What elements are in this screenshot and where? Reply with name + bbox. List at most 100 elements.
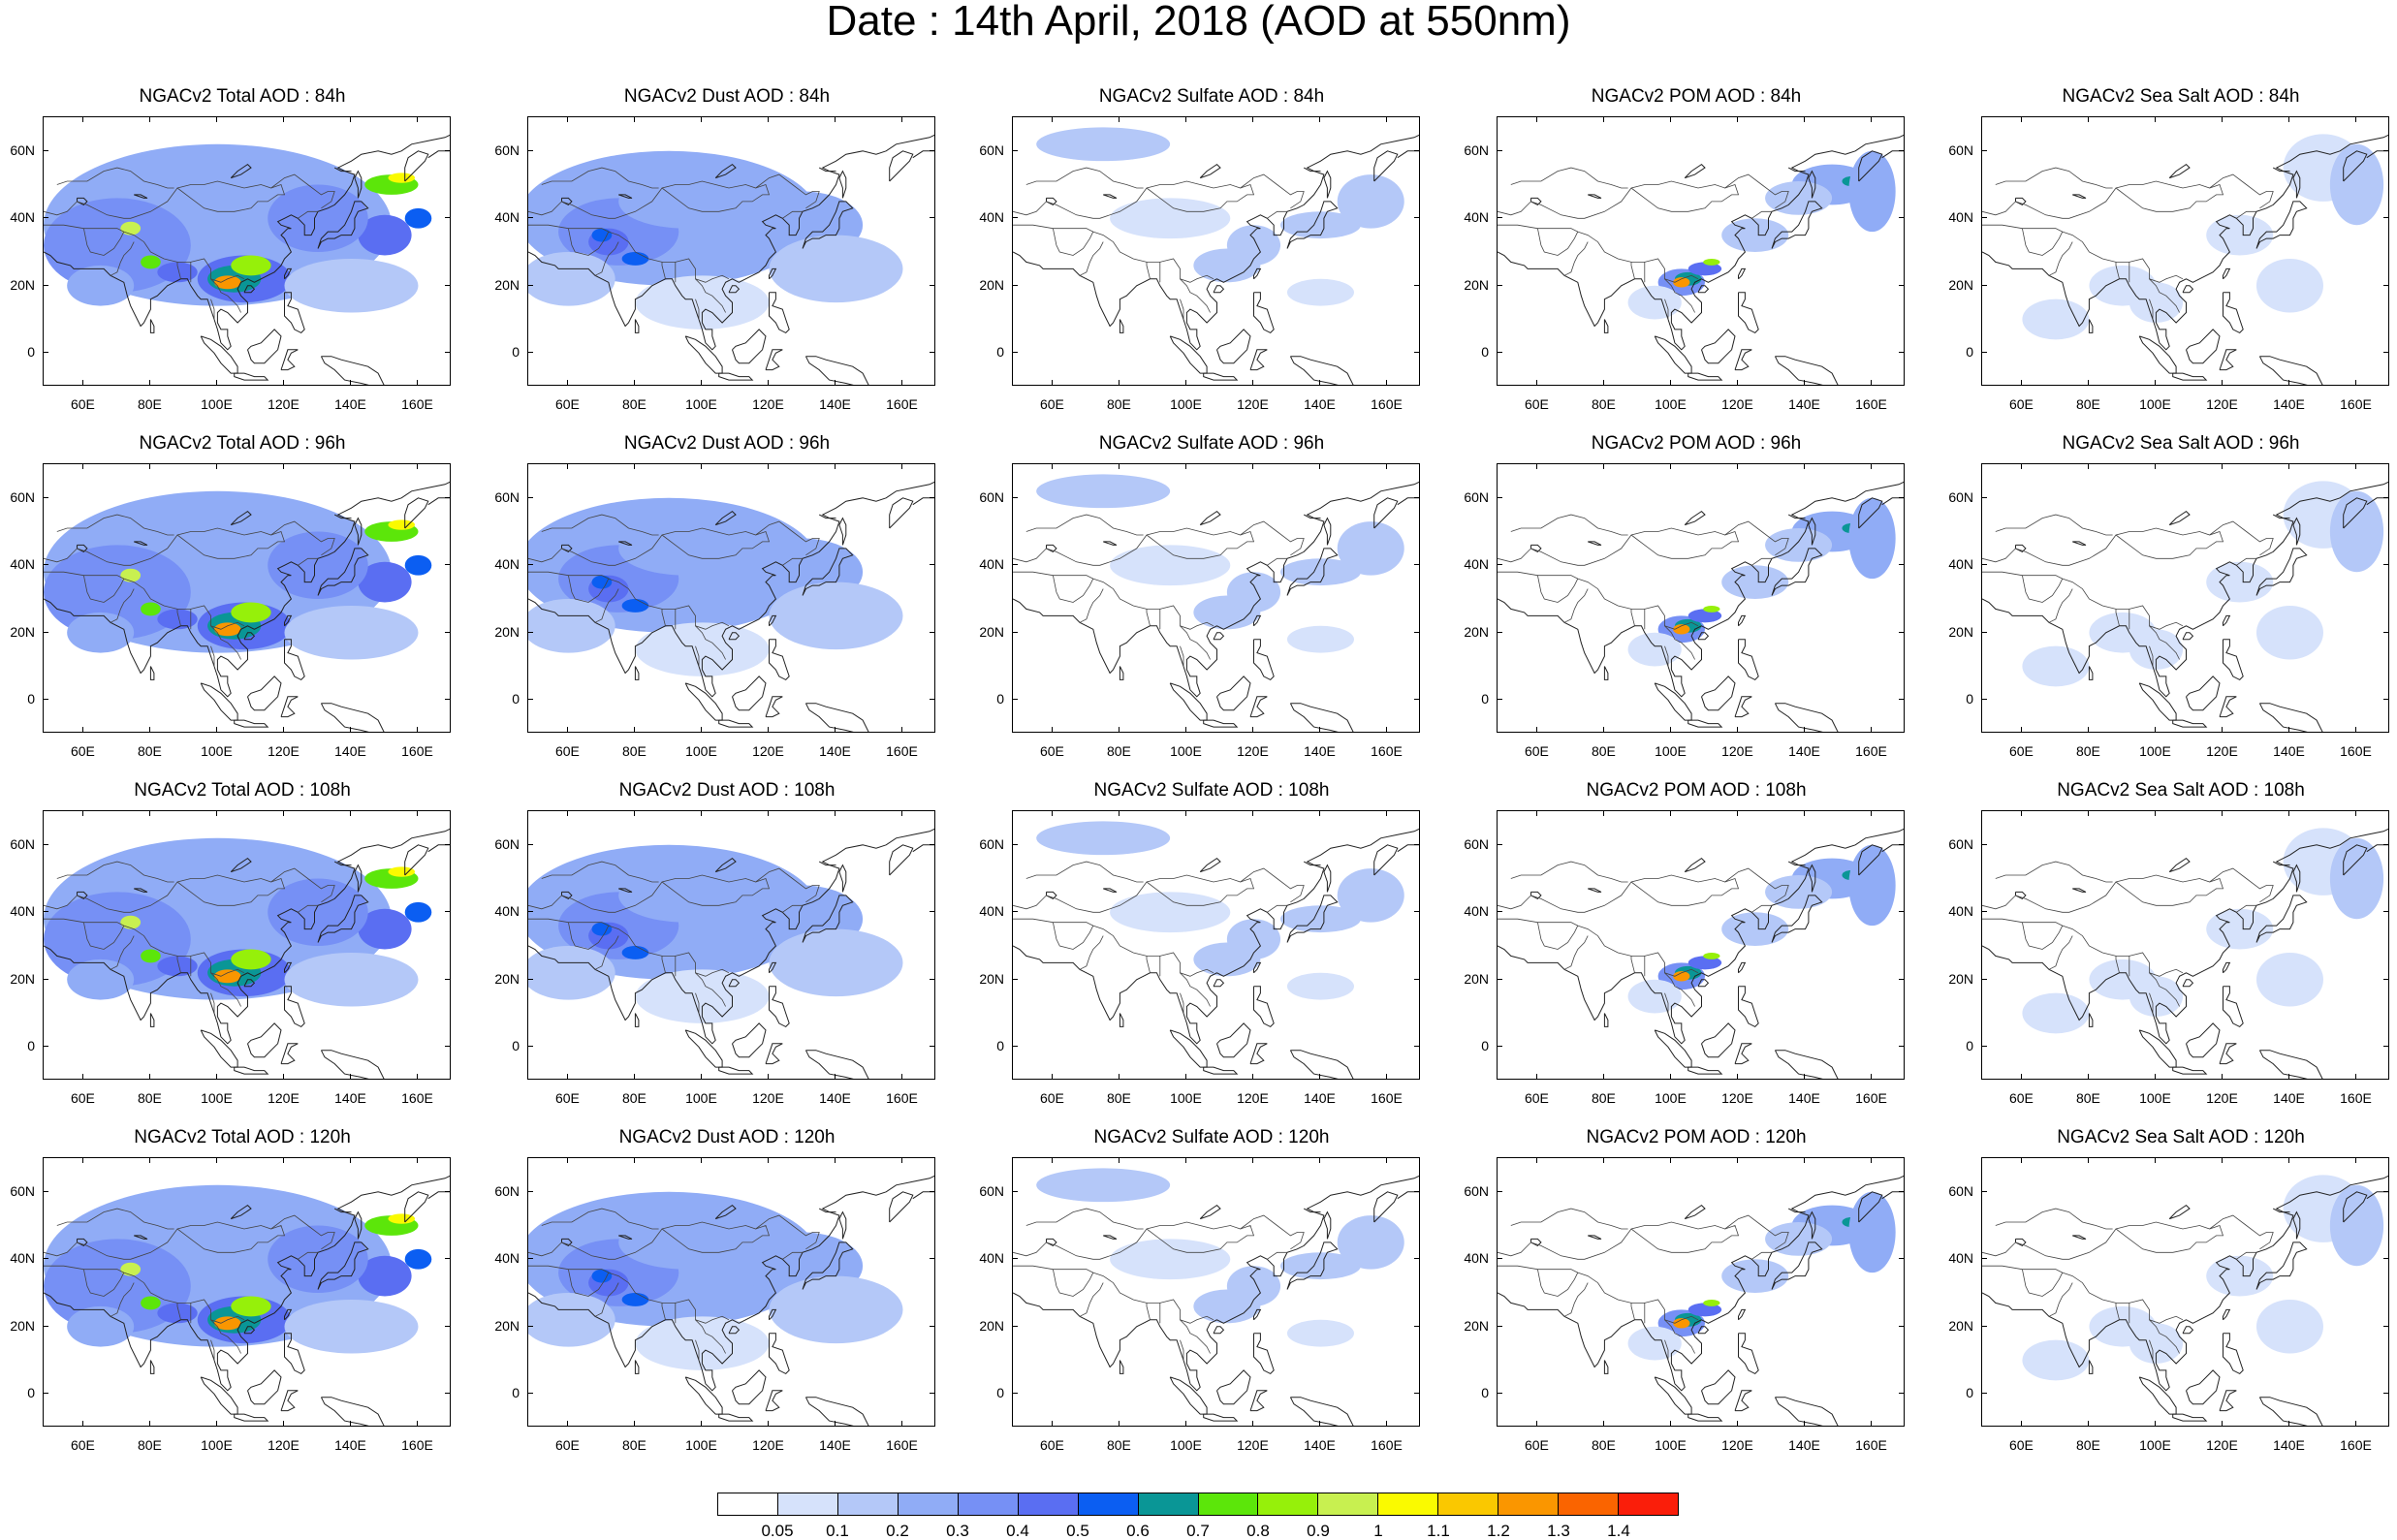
coastline	[1498, 134, 1904, 351]
coastline	[1734, 696, 1752, 718]
coastline	[765, 1043, 783, 1065]
x-tick	[2288, 1074, 2290, 1080]
country-border	[2149, 278, 2180, 313]
x-tick	[701, 1157, 703, 1163]
x-tick-label: 80E	[1591, 396, 1616, 412]
colorbar-swatch	[1018, 1493, 1079, 1515]
map-frame	[527, 1157, 935, 1427]
aod-field-map	[44, 134, 450, 385]
country-border	[83, 922, 125, 950]
coastline	[769, 1333, 790, 1375]
x-tick	[768, 380, 770, 386]
coastline	[769, 961, 777, 974]
coastline	[2292, 1210, 2301, 1240]
x-tick	[82, 1157, 84, 1163]
x-tick-label: 60E	[554, 1090, 580, 1106]
x-tick	[1052, 1421, 1054, 1427]
aod-contour-region	[1673, 277, 1690, 288]
aod-contour-region	[769, 1275, 903, 1344]
coastline	[2272, 861, 2290, 866]
coastline	[1603, 319, 1609, 333]
country-border	[528, 867, 820, 913]
x-tick	[567, 1421, 569, 1427]
x-tick-label: 80E	[1106, 1090, 1131, 1106]
country-border	[1025, 514, 1144, 536]
x-tick-label: 60E	[1524, 1437, 1549, 1453]
aod-contour-region	[1036, 821, 1171, 856]
aod-contour-region	[1226, 1266, 1281, 1306]
coastline	[2272, 1208, 2290, 1213]
coastline	[1103, 194, 1118, 199]
coastline	[1253, 961, 1262, 974]
y-tick-label: 60N	[1464, 1182, 1489, 1199]
x-tick	[2355, 1421, 2357, 1427]
x-tick	[567, 463, 569, 469]
y-tick	[1899, 1393, 1905, 1395]
coastline	[1203, 719, 1239, 728]
colorbar-swatch	[898, 1493, 959, 1515]
coastline	[2343, 1191, 2368, 1223]
x-tick	[82, 1074, 84, 1080]
coastline	[77, 891, 88, 900]
country-border	[1563, 241, 1589, 276]
coastline	[230, 163, 252, 179]
x-tick	[2088, 1421, 2090, 1427]
colorbar-swatch	[777, 1493, 838, 1515]
coastline	[732, 1022, 767, 1058]
country-border	[2115, 956, 2120, 973]
coastlines	[1013, 828, 1419, 1079]
y-tick	[1981, 911, 1987, 913]
colorbar-swatch	[1619, 1493, 1678, 1515]
map-frame	[527, 116, 935, 386]
x-tick-label: 60E	[2008, 743, 2034, 759]
x-tick-label: 80E	[621, 1090, 647, 1106]
map-panel-pom: NGACv2 POM AOD : 120h 60N 40N 20N 0 60E 80E 100…	[1454, 1128, 1939, 1477]
aod-contour-region	[2022, 299, 2090, 340]
coastline	[818, 167, 836, 173]
aod-contour-region	[2255, 258, 2323, 313]
y-tick-label: 60N	[1948, 488, 1973, 505]
y-tick	[445, 1190, 451, 1192]
aod-contour-region	[2129, 976, 2184, 1017]
x-tick	[350, 463, 352, 469]
x-tick	[1871, 810, 1873, 816]
aod-contour-region	[157, 262, 198, 283]
country-border	[1146, 530, 1255, 559]
country-border	[44, 520, 335, 566]
panel-title: NGACv2 Total AOD : 96h	[139, 433, 346, 454]
x-tick-label: 80E	[1591, 743, 1616, 759]
coastline	[718, 1066, 754, 1075]
x-tick-label: 140E	[1788, 396, 1820, 412]
country-border	[1751, 1251, 1772, 1260]
country-border	[1146, 877, 1255, 906]
x-tick	[283, 380, 285, 386]
coastline	[732, 676, 767, 711]
coastline	[1397, 497, 1419, 506]
colorbar-swatch	[1078, 1493, 1139, 1515]
coastline	[1213, 979, 1225, 988]
coastline	[2088, 666, 2094, 680]
x-tick-label: 100E	[1170, 396, 1202, 412]
x-tick-label: 140E	[2273, 743, 2305, 759]
coastline	[1603, 1360, 1609, 1374]
coastline	[802, 1241, 854, 1290]
panel-title: NGACv2 POM AOD : 108h	[1586, 780, 1807, 801]
coastline	[2223, 292, 2244, 334]
colorbar-swatch	[1318, 1493, 1379, 1515]
aod-field	[2022, 134, 2384, 340]
coastline	[838, 864, 847, 893]
x-tick	[567, 116, 569, 122]
map-frame	[527, 810, 935, 1080]
y-tick	[1497, 1046, 1502, 1048]
x-tick	[1119, 1074, 1120, 1080]
coastline	[634, 1013, 640, 1027]
y-tick-label: 40N	[979, 1250, 1004, 1267]
country-border	[1664, 1319, 1695, 1354]
coastline	[1498, 481, 1904, 698]
coastline	[1286, 895, 1339, 943]
x-tick	[1871, 1074, 1873, 1080]
coastline	[1249, 349, 1268, 371]
x-tick-label: 140E	[2273, 1090, 2305, 1106]
aod-contour-region	[1721, 1259, 1789, 1293]
y-tick	[2383, 1258, 2389, 1260]
